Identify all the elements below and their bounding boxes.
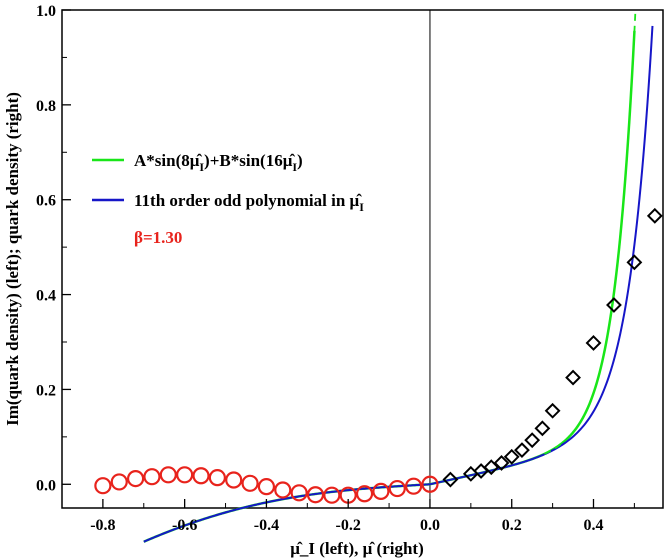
legend: A*sin(8μ̂I)+B*sin(16μ̂I) 11th order odd … (92, 151, 364, 247)
plot-frame (61, 9, 664, 509)
data-point-circle (192, 467, 210, 485)
data-point-circle (290, 484, 308, 502)
data-point-diamond (565, 369, 581, 386)
data-point-circle (143, 468, 161, 486)
data-point-diamond (493, 455, 510, 471)
data-point-circle (306, 486, 325, 504)
sin-fit-line (143, 30, 636, 543)
x-tick-label: -0.2 (336, 517, 361, 534)
data-point-circle (176, 466, 194, 484)
x-tick-label: -0.6 (172, 517, 197, 534)
legend-label-polynomial-fit: 11th order odd polynomial in μ̂I (134, 191, 364, 214)
data-point-diamond (442, 471, 459, 488)
y-axis-label: Im(quark density) (left); quark density … (3, 92, 22, 426)
y-tick-label: 0.6 (36, 193, 56, 210)
y-tick-label: 1.0 (36, 3, 56, 20)
data-point-diamond (534, 420, 551, 437)
data-point-circle (159, 466, 177, 484)
beta-annotation: β=1.30 (134, 228, 182, 247)
x-tick-label: 0.0 (420, 517, 440, 534)
data-point-diamond (503, 448, 520, 465)
data-point-diamond (514, 442, 530, 459)
data-point-circle (388, 479, 406, 498)
data-point-circle (257, 478, 276, 496)
data-point-diamond (585, 335, 602, 351)
x-tick-label: 0.2 (502, 517, 522, 534)
sin-fit-dashed-line (544, 10, 637, 455)
legend-label-sin-fit: A*sin(8μ̂I)+B*sin(16μ̂I) (134, 151, 303, 174)
data-point-circle (225, 471, 243, 489)
data-point-circle (421, 475, 439, 493)
x-tick-label: 0.4 (583, 517, 603, 534)
data-point-circle (405, 477, 423, 495)
data-point-diamond (483, 459, 500, 476)
data-point-diamond (544, 402, 561, 419)
x-tick-label: -0.8 (90, 517, 115, 534)
data-point-circle (208, 469, 226, 487)
data-point-circle (355, 485, 374, 503)
y-tick-label: 0.2 (36, 382, 56, 399)
data-point-circle (323, 486, 341, 504)
data-point-diamond (626, 254, 643, 271)
data-point-diamond (646, 207, 663, 224)
y-tick-label: 0.0 (36, 477, 56, 494)
data-point-circle (372, 482, 390, 500)
data-point-circle (241, 474, 259, 492)
x-tick-label: -0.4 (254, 517, 279, 534)
data-point-diamond (606, 297, 622, 313)
y-tick-label: 0.8 (36, 98, 56, 115)
y-tick-label: 0.4 (36, 288, 56, 305)
polynomial-fit-line (143, 25, 654, 543)
data-point-diamond (524, 432, 541, 449)
data-point-circle (274, 481, 292, 499)
data-point-circle (94, 477, 112, 495)
data-point-circle (126, 469, 145, 488)
x-axis-label: μ̂_I (left), μ̂ (right) (290, 539, 424, 558)
data-point-circle (110, 473, 128, 491)
